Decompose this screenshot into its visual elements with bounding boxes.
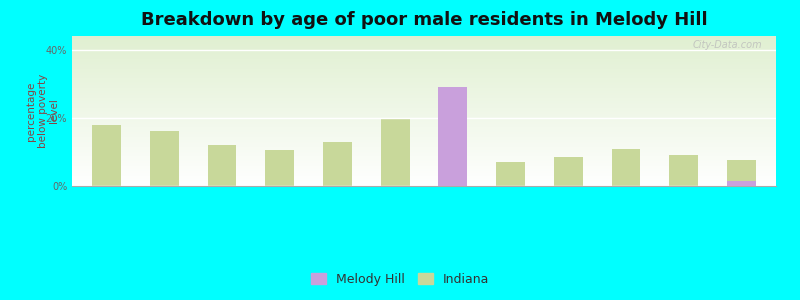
Bar bbox=[266, 150, 294, 186]
Legend: Melody Hill, Indiana: Melody Hill, Indiana bbox=[306, 268, 494, 291]
Bar bbox=[727, 160, 756, 186]
Bar bbox=[208, 145, 237, 186]
Bar bbox=[381, 118, 410, 186]
Bar bbox=[150, 131, 178, 186]
Bar bbox=[670, 155, 698, 186]
Bar bbox=[438, 87, 467, 186]
Bar bbox=[554, 157, 582, 186]
Bar bbox=[496, 162, 525, 186]
Y-axis label: percentage
below poverty
level: percentage below poverty level bbox=[26, 74, 59, 148]
Text: City-Data.com: City-Data.com bbox=[692, 40, 762, 50]
Bar bbox=[727, 181, 756, 186]
Title: Breakdown by age of poor male residents in Melody Hill: Breakdown by age of poor male residents … bbox=[141, 11, 707, 29]
Bar bbox=[438, 152, 467, 186]
Bar bbox=[323, 142, 352, 186]
Bar bbox=[92, 124, 121, 186]
Bar bbox=[611, 148, 640, 186]
